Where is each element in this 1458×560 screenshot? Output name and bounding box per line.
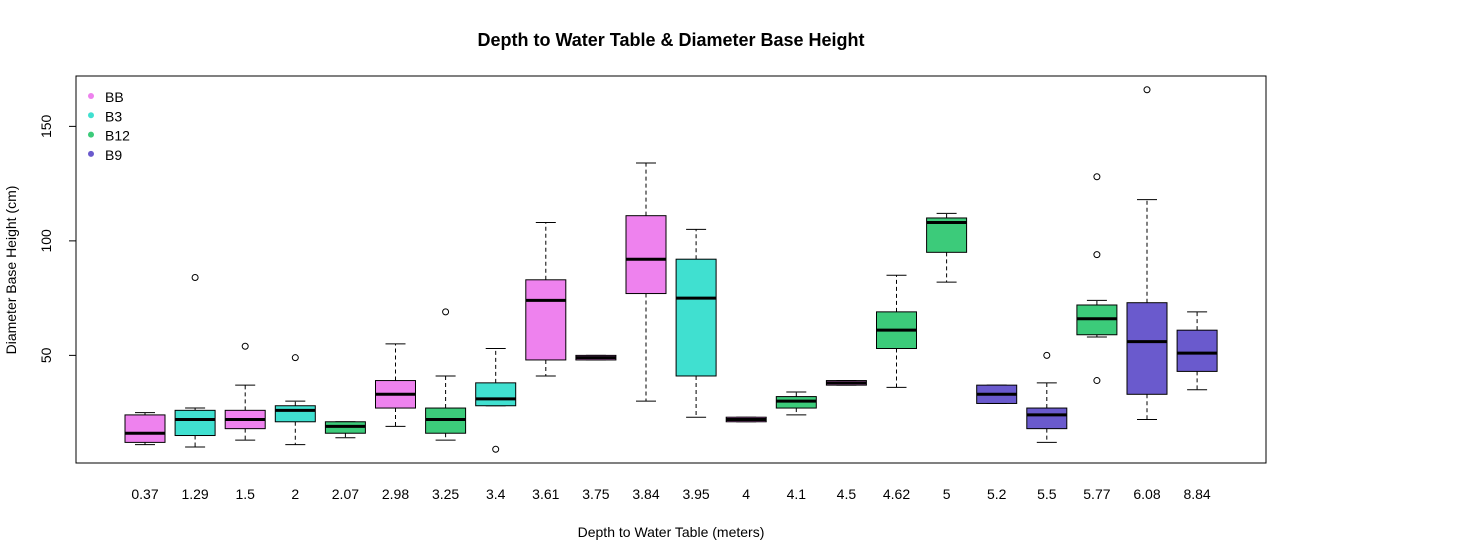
x-tick-label: 4.62: [883, 486, 910, 502]
outlier-point: [241, 342, 249, 350]
box-iqr: [124, 414, 166, 443]
legend: BB B3 B12 B9: [88, 89, 130, 163]
outlier-point: [492, 445, 500, 453]
box-3.4: [475, 348, 517, 453]
x-tick-label: 2: [291, 486, 299, 502]
x-tick-label: 5.2: [987, 486, 1007, 502]
y-axis-label: Diameter Base Height (cm): [3, 186, 19, 355]
outlier-point: [1093, 173, 1101, 181]
outlier-point: [1093, 377, 1101, 385]
box-5.77: [1076, 173, 1118, 385]
box-group: [124, 86, 1218, 453]
box-iqr: [475, 382, 517, 407]
box-iqr: [525, 279, 567, 361]
legend-label: B3: [105, 108, 122, 124]
plot-frame: [75, 75, 1267, 464]
box-3.84: [625, 162, 667, 402]
outlier-point: [1043, 351, 1051, 359]
box-2: [274, 354, 316, 446]
y-tick-label: 100: [38, 229, 54, 253]
x-tick-label: 4.5: [837, 486, 857, 502]
x-tick-label: 1.29: [181, 486, 208, 502]
box-1.5: [224, 342, 266, 441]
box-2.98: [375, 343, 416, 427]
x-tick-label: 8.84: [1183, 486, 1210, 502]
box-iqr: [625, 215, 667, 295]
box-4.62: [876, 274, 917, 388]
legend-item: B12: [88, 128, 130, 144]
legend-marker: [88, 131, 94, 138]
box-5.2: [976, 384, 1018, 404]
x-tick-label: 2.98: [382, 486, 409, 502]
x-tick-label: 5.77: [1083, 486, 1110, 502]
legend-label: B9: [105, 147, 122, 163]
chart-title: Depth to Water Table & Diameter Base Hei…: [477, 30, 864, 50]
outlier-point: [442, 308, 450, 316]
box-3.25: [425, 308, 467, 441]
y-tick-label: 150: [38, 114, 54, 138]
x-tick-label: 6.08: [1133, 486, 1160, 502]
box-6.08: [1126, 86, 1168, 420]
x-tick-label: 5.5: [1037, 486, 1057, 502]
box-3.95: [675, 228, 717, 418]
box-iqr: [174, 409, 216, 437]
legend-label: B12: [105, 128, 130, 144]
x-tick-label: 4.1: [787, 486, 807, 502]
x-tick-label: 1.5: [235, 486, 255, 502]
outlier-point: [291, 354, 299, 362]
outlier-point: [191, 274, 199, 282]
x-tick-label: 2.07: [332, 486, 359, 502]
x-tick-label: 3.25: [432, 486, 459, 502]
outlier-point: [1143, 86, 1151, 94]
x-axis-label: Depth to Water Table (meters): [578, 524, 765, 540]
legend-item: BB: [88, 89, 124, 105]
box-iqr: [675, 258, 717, 377]
x-tick-label: 4: [742, 486, 750, 502]
legend-marker: [88, 93, 94, 99]
legend-item: B3: [88, 108, 122, 124]
box-3.61: [525, 222, 567, 377]
legend-item: B9: [88, 147, 122, 163]
x-tick-label: 3.75: [582, 486, 609, 502]
box-1.29: [174, 274, 216, 448]
box-iqr: [1126, 302, 1168, 395]
box-4.5: [825, 380, 867, 386]
box-3.75: [575, 354, 617, 361]
legend-label: BB: [105, 89, 124, 105]
box-4.1: [775, 391, 817, 416]
x-tick-label: 3.84: [632, 486, 659, 502]
box-iqr: [274, 405, 316, 423]
x-tick-label: 0.37: [131, 486, 158, 502]
y-tick-label: 50: [38, 347, 54, 363]
x-tick-label: 3.95: [682, 486, 709, 502]
box-iqr: [1026, 407, 1068, 430]
box-5: [926, 212, 968, 283]
y-axis: 50 100 150: [38, 114, 77, 363]
outlier-point: [1093, 251, 1101, 259]
x-tick-label: 5: [943, 486, 951, 502]
box-iqr: [1176, 329, 1218, 372]
legend-marker: [88, 150, 94, 157]
box-2.07: [324, 421, 366, 439]
box-8.84: [1176, 311, 1218, 391]
box-4: [725, 416, 767, 423]
legend-marker: [88, 112, 94, 119]
box-5.5: [1026, 351, 1068, 443]
box-0.37: [124, 412, 166, 446]
x-axis: 0.37 1.29 1.5 2 2.07 2.98 3.25 3.4 3.61 3.75 3.84 3…: [131, 486, 1211, 502]
x-tick-label: 3.4: [486, 486, 506, 502]
x-tick-label: 3.61: [532, 486, 559, 502]
